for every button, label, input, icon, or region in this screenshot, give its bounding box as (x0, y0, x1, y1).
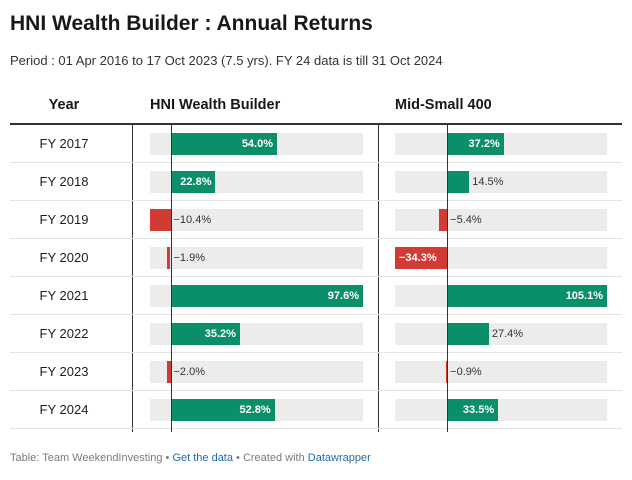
bar-track: 14.5% (395, 171, 607, 193)
value-label: 105.1% (565, 290, 603, 302)
value-label: 35.2% (204, 328, 236, 340)
bar-track: −5.4% (395, 209, 607, 231)
row-divider (10, 352, 622, 353)
value-label: 22.8% (180, 176, 212, 188)
positive-bar (447, 399, 499, 421)
bar-track: 97.6% (150, 285, 363, 307)
positive-bar (447, 323, 489, 345)
table-row: FY 2022 35.2% 27.4% (10, 315, 622, 353)
zero-baseline (170, 125, 172, 432)
bar-track: −1.9% (150, 247, 363, 269)
table-row: FY 2019 −10.4% −5.4% (10, 201, 622, 239)
row-divider (10, 428, 622, 429)
year-label: FY 2019 (39, 212, 89, 227)
negative-bar (150, 209, 171, 231)
value-label: −2.0% (173, 366, 206, 378)
column-header-mid-small-400: Mid-Small 400 (395, 97, 492, 113)
header-divider (10, 123, 622, 125)
row-divider (10, 390, 622, 391)
table-row: FY 2018 22.8% 14.5% (10, 163, 622, 201)
table-row: FY 2017 54.0% 37.2% (10, 125, 622, 163)
bar-track: 22.8% (150, 171, 363, 193)
bar-track: 52.8% (150, 399, 363, 421)
table-row: FY 2024 52.8% 33.5% (10, 391, 622, 429)
positive-bar (170, 133, 277, 155)
negative-bar (438, 209, 448, 231)
bar-track: 54.0% (150, 133, 363, 155)
row-divider (10, 200, 622, 201)
value-label: 37.2% (468, 138, 500, 150)
column-divider-year (132, 125, 133, 432)
row-divider (10, 238, 622, 239)
bar-track: −0.9% (395, 361, 607, 383)
chart-title: HNI Wealth Builder : Annual Returns (10, 12, 373, 35)
datawrapper-link[interactable]: Datawrapper (307, 452, 371, 464)
year-label: FY 2017 (39, 136, 89, 151)
value-label: −10.4% (173, 214, 212, 226)
positive-bar (170, 171, 216, 193)
value-label: 27.4% (491, 328, 524, 340)
bar-track: 27.4% (395, 323, 607, 345)
value-label: 14.5% (472, 176, 504, 188)
bar-track: −10.4% (150, 209, 363, 231)
positive-bar (170, 285, 363, 307)
footer-separator: • (162, 452, 173, 464)
negative-bar (166, 247, 171, 269)
row-divider (10, 314, 622, 315)
column-header-year: Year (48, 97, 80, 113)
footer-source: Table: Team WeekendInvesting (10, 452, 163, 464)
positive-bar (447, 285, 607, 307)
bar-track: −34.3% (395, 247, 607, 269)
year-label: FY 2018 (39, 174, 89, 189)
value-label: −0.9% (450, 366, 482, 378)
zero-baseline (447, 125, 449, 432)
column-header-hni-wealth-builder: HNI Wealth Builder (150, 97, 281, 113)
bar-track: 35.2% (150, 323, 363, 345)
value-label: −5.4% (450, 214, 482, 226)
negative-bar (166, 361, 171, 383)
row-divider (10, 276, 622, 277)
year-label: FY 2023 (39, 364, 89, 379)
row-divider (10, 162, 622, 163)
get-the-data-link[interactable]: Get the data (172, 452, 233, 464)
year-label: FY 2021 (39, 288, 89, 303)
year-label: FY 2022 (39, 326, 89, 341)
positive-bar (170, 323, 240, 345)
bar-track: −2.0% (150, 361, 363, 383)
year-label: FY 2024 (39, 402, 89, 417)
chart-subtitle: Period : 01 Apr 2016 to 17 Oct 2023 (7.5… (10, 53, 443, 68)
table-row: FY 2021 97.6% 105.1% (10, 277, 622, 315)
value-label: −1.9% (173, 252, 206, 264)
value-label: 52.8% (239, 404, 271, 416)
table-row: FY 2023 −2.0% −0.9% (10, 353, 622, 391)
footer: Table: Team WeekendInvesting • Get the d… (10, 452, 371, 464)
value-label: 54.0% (241, 138, 274, 150)
value-label: 97.6% (327, 290, 359, 302)
column-divider-series (378, 125, 379, 432)
table-row: FY 2020 −1.9% −34.3% (10, 239, 622, 277)
footer-created-with: • Created with (232, 452, 308, 464)
value-label: −34.3% (399, 252, 437, 264)
value-label: 33.5% (462, 404, 495, 416)
positive-bar (447, 171, 470, 193)
negative-bar (395, 247, 448, 269)
bar-track: 105.1% (395, 285, 607, 307)
positive-bar (170, 399, 275, 421)
year-label: FY 2020 (39, 250, 89, 265)
bar-track: 33.5% (395, 399, 607, 421)
negative-bar (445, 361, 448, 383)
positive-bar (447, 133, 504, 155)
bar-track: 37.2% (395, 133, 607, 155)
